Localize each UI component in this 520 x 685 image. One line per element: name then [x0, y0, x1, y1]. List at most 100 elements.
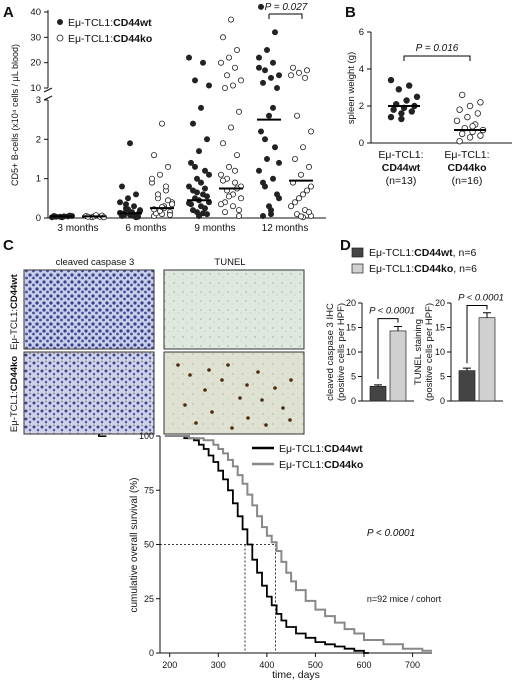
panel-c-row1-label: Eμ-TCL1:CD44wt: [9, 273, 20, 350]
b-point-cd44ko: [469, 123, 476, 130]
a-y-tick-label: 20: [30, 58, 41, 69]
a-point-cd44ko: [225, 193, 232, 200]
b-y-axis-label: spleen weight (g): [346, 52, 357, 124]
e-x-tick-label: 700: [405, 660, 420, 670]
a-point-cd44wt: [193, 189, 200, 196]
d-y-tick-label: 15: [346, 323, 356, 333]
tunel-positive-cell: [256, 370, 260, 374]
a-point-cd44ko: [164, 163, 171, 170]
a-point-cd44wt: [265, 112, 272, 119]
b-point-cd44wt: [395, 86, 402, 93]
a-y-tick-label: 0: [36, 213, 41, 224]
b-point-cd44ko: [477, 132, 484, 139]
a-point-cd44ko: [233, 152, 240, 159]
a-point-cd44wt: [201, 185, 208, 192]
a-point-cd44wt: [117, 199, 124, 206]
a-point-cd44ko: [299, 144, 306, 151]
a-y-tick-label: 40: [30, 7, 41, 18]
panel-c-micrographs: cleaved caspase 3 TUNEL Eμ-TCL1:CD44wt E…: [9, 257, 305, 435]
a-point-cd44wt: [259, 179, 266, 186]
e-legend-label: Eμ-TCL1:CD44ko: [279, 459, 363, 471]
tunel-positive-cell: [220, 378, 224, 382]
a-point-cd44wt: [132, 191, 139, 198]
a-point-cd44ko: [295, 69, 302, 76]
a-point-cd44wt: [201, 205, 208, 212]
b-y-tick-label: 0: [359, 138, 364, 149]
e-x-axis-label: time, days: [272, 669, 320, 681]
d-error-bar: [463, 367, 471, 371]
a-point-cd44ko: [235, 207, 242, 214]
a-point-cd44ko: [168, 201, 175, 208]
tunel-positive-cell: [264, 423, 268, 427]
a-point-cd44wt: [127, 140, 134, 147]
b-point-cd44ko: [459, 130, 466, 137]
a-point-cd44ko: [291, 155, 298, 162]
a-legend-label-ko: Eμ-TCL1:CD44ko: [68, 33, 152, 45]
panel-c-row2-label: Eμ-TCL1:CD44ko: [9, 356, 20, 432]
b-point-cd44ko: [477, 99, 484, 106]
tunel-positive-cell: [207, 368, 211, 372]
micrograph-tunel-cd44ko: [163, 351, 305, 435]
a-point-cd44ko: [219, 34, 226, 41]
a-point-cd44wt: [273, 85, 280, 92]
a-point-cd44ko: [227, 16, 234, 23]
panel-e-survival: 0 25 50 75 100 200 300 400 500 600 700 time, days cu…: [129, 431, 442, 681]
b-group-label-line2: CD44ko: [447, 162, 486, 174]
a-point-cd44ko: [229, 203, 236, 210]
d-y-tick-label: 10: [346, 347, 356, 357]
micrograph-tunel-cd44wt: [163, 269, 305, 350]
b-point-cd44wt: [413, 93, 421, 100]
a-point-cd44wt: [257, 128, 264, 135]
a-point-cd44ko: [166, 211, 173, 218]
d-legend-swatch: [351, 263, 364, 274]
e-y-tick-label: 0: [149, 648, 154, 658]
a-category-label: 3 months: [57, 223, 98, 234]
a-point-cd44wt: [263, 155, 270, 162]
e-x-tick-label: 400: [259, 660, 274, 670]
d-y-tick-label: 10: [435, 347, 445, 357]
d-p-value: P < 0.0001: [458, 292, 504, 303]
d-y-tick-label: 0: [440, 396, 445, 406]
a-point-cd44ko: [154, 191, 161, 198]
e-x-tick-label: 200: [162, 660, 177, 670]
b-point-cd44ko: [466, 134, 474, 141]
a-point-cd44ko: [305, 209, 312, 216]
a-point-cd44ko: [293, 112, 300, 119]
b-p-value: P = 0.016: [416, 43, 459, 54]
e-x-tick-label: 500: [308, 660, 323, 670]
a-category-label: 6 months: [125, 223, 166, 234]
b-point-cd44ko: [456, 137, 463, 145]
a-point-cd44wt: [187, 159, 194, 166]
a-point-cd44wt: [257, 3, 264, 10]
a-point-cd44ko: [235, 212, 242, 219]
a-point-cd44ko: [295, 195, 302, 202]
a-point-cd44wt: [193, 209, 200, 216]
tunel-positive-cell: [194, 421, 198, 425]
a-point-cd44wt: [193, 175, 200, 182]
b-group-label-line1: Eμ-TCL1:: [444, 149, 489, 161]
d-error-bar: [374, 384, 382, 387]
a-point-cd44ko: [297, 213, 304, 220]
b-point-cd44wt: [387, 76, 395, 84]
b-point-cd44wt: [408, 108, 415, 115]
b-y-tick-label: 2: [359, 101, 364, 112]
d-error-bar: [483, 312, 491, 318]
d-y-axis-label-line2: (positive cells per HPF): [336, 303, 347, 401]
a-point-cd44ko: [231, 167, 238, 174]
d-legend-label: Eμ-TCL1:CD44ko, n=6: [369, 263, 477, 275]
a-point-cd44wt: [191, 163, 198, 170]
a-point-cd44wt: [199, 210, 206, 217]
d-bar-cd44wt: [369, 385, 387, 402]
e-x-tick-label: 300: [211, 660, 226, 670]
a-point-cd44ko: [217, 171, 224, 178]
b-point-cd44ko: [456, 106, 463, 113]
a-point-cd44wt: [269, 175, 276, 182]
b-point-cd44ko: [453, 117, 461, 124]
d-significance-bracket: [466, 304, 488, 364]
a-point-cd44wt: [197, 179, 204, 186]
panel-letter-a: A: [3, 4, 14, 21]
tunel-positive-cells: [176, 363, 293, 430]
d-y-axis-label-line1: TUNEL staining: [413, 319, 424, 385]
e-cohort-note: n=92 mice / cohort: [367, 594, 442, 604]
e-y-tick-label: 100: [139, 431, 154, 441]
